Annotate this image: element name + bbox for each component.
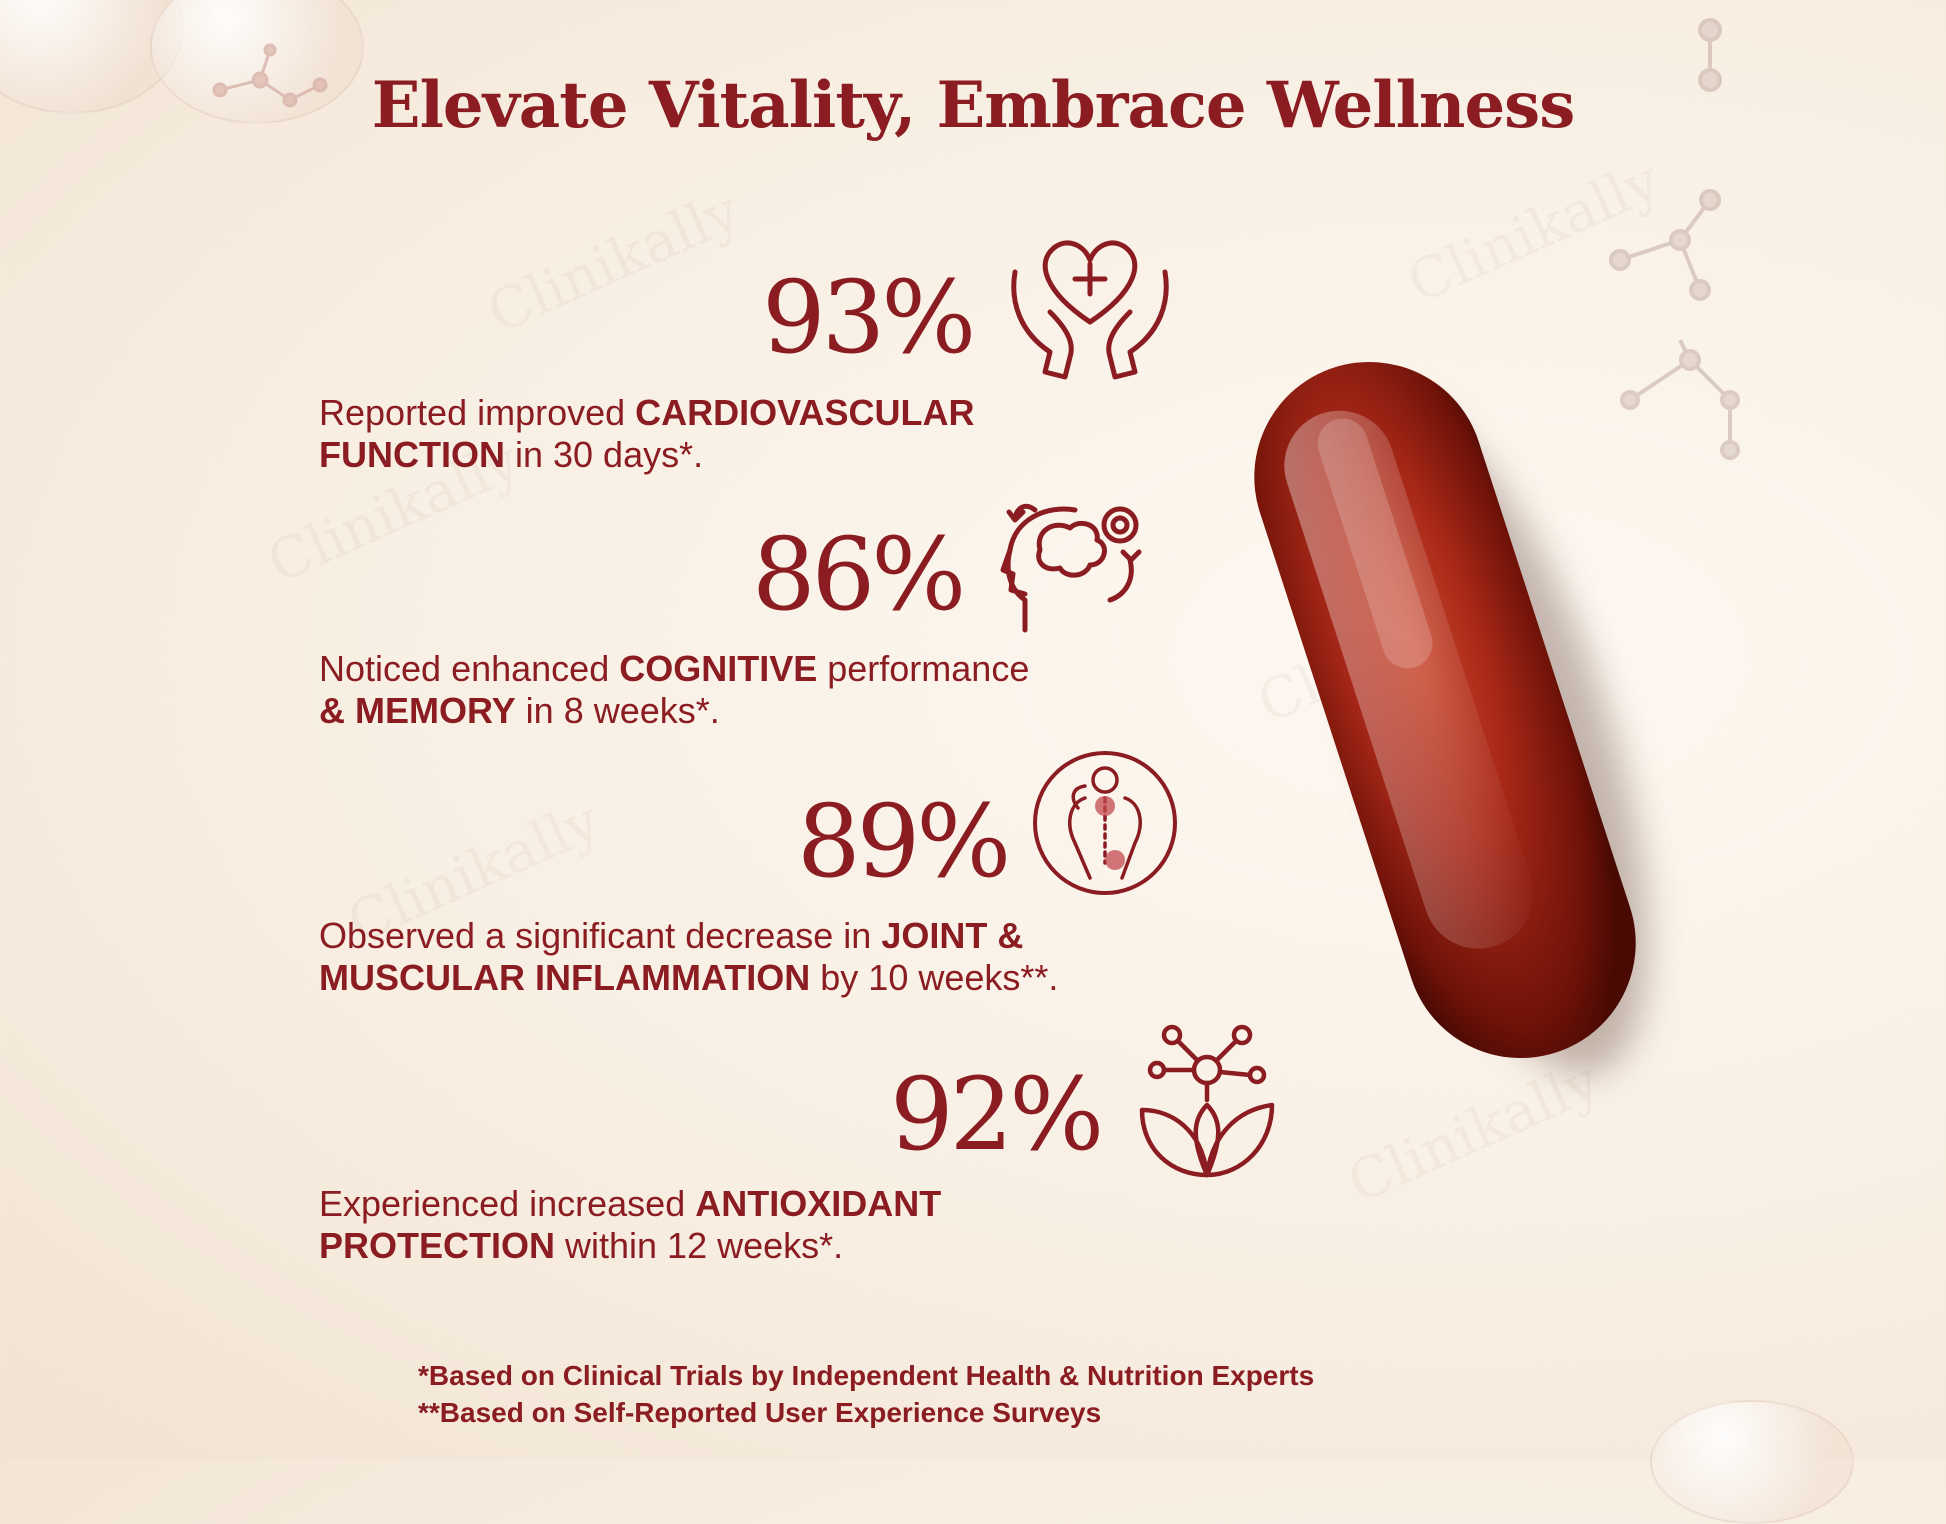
molecule-leaf-icon: [1139, 1024, 1275, 1178]
stat-text-bold: ANTIOXIDANT PROTECTION: [319, 1183, 942, 1266]
footnote-clinical-trials: *Based on Clinical Trials by Independent…: [418, 1360, 1315, 1391]
stat-text-bold: COGNITIVE: [619, 648, 818, 689]
watermark: Clinikally: [478, 178, 750, 347]
stat-description-cognitive: Noticed enhanced COGNITIVE performance &…: [319, 648, 1199, 732]
footnote-user-surveys: **Based on Self-Reported User Experience…: [418, 1397, 1102, 1428]
brain-head-icon: [1000, 503, 1142, 633]
stat-text-pre: Reported improved: [319, 392, 636, 433]
capsule-image: [1254, 361, 1648, 1075]
stat-percent-cardiovascular: 93%: [762, 259, 976, 376]
stat-text-bold: JOINT & MUSCULAR INFLAMMATION: [319, 915, 1024, 998]
stat-text-pre: Noticed enhanced: [319, 648, 620, 689]
stat-text-bold: CARDIOVASCULAR FUNCTION: [319, 392, 975, 475]
stat-percent-cognitive: 86%: [752, 516, 966, 633]
joint-pain-icon: [1033, 751, 1177, 895]
stat-description-joint: Observed a significant decrease in JOINT…: [319, 915, 1179, 999]
stat-text-bold-2: & MEMORY: [319, 690, 516, 731]
page-title: Elevate Vitality, Embrace Wellness: [371, 68, 1575, 143]
top-left-bubble-small: [150, 0, 364, 124]
stat-text-pre: Experienced increased: [319, 1183, 696, 1224]
stat-percent-antioxidant: 92%: [890, 1056, 1104, 1173]
stat-text-post: in 8 weeks*.: [515, 690, 720, 731]
stat-text-mid: in 30 days*.: [504, 434, 704, 475]
heart-hands-icon: [1011, 240, 1169, 380]
stat-percent-joint: 89%: [797, 783, 1011, 900]
molecule-decor-top-right: [1609, 18, 1740, 460]
stat-description-antioxidant: Experienced increased ANTIOXIDANT PROTEC…: [319, 1183, 1079, 1267]
molecule-decor-top-left: [212, 43, 328, 108]
stat-description-cardiovascular: Reported improved CARDIOVASCULAR FUNCTIO…: [319, 392, 1099, 476]
stat-text-mid: performance: [817, 648, 1030, 689]
stat-text-mid: within 12 weeks*.: [555, 1225, 844, 1266]
stat-text-mid: by 10 weeks**.: [810, 957, 1059, 998]
stat-text-pre: Observed a significant decrease in: [319, 915, 882, 956]
bottom-right-bubble: [1650, 1400, 1854, 1524]
